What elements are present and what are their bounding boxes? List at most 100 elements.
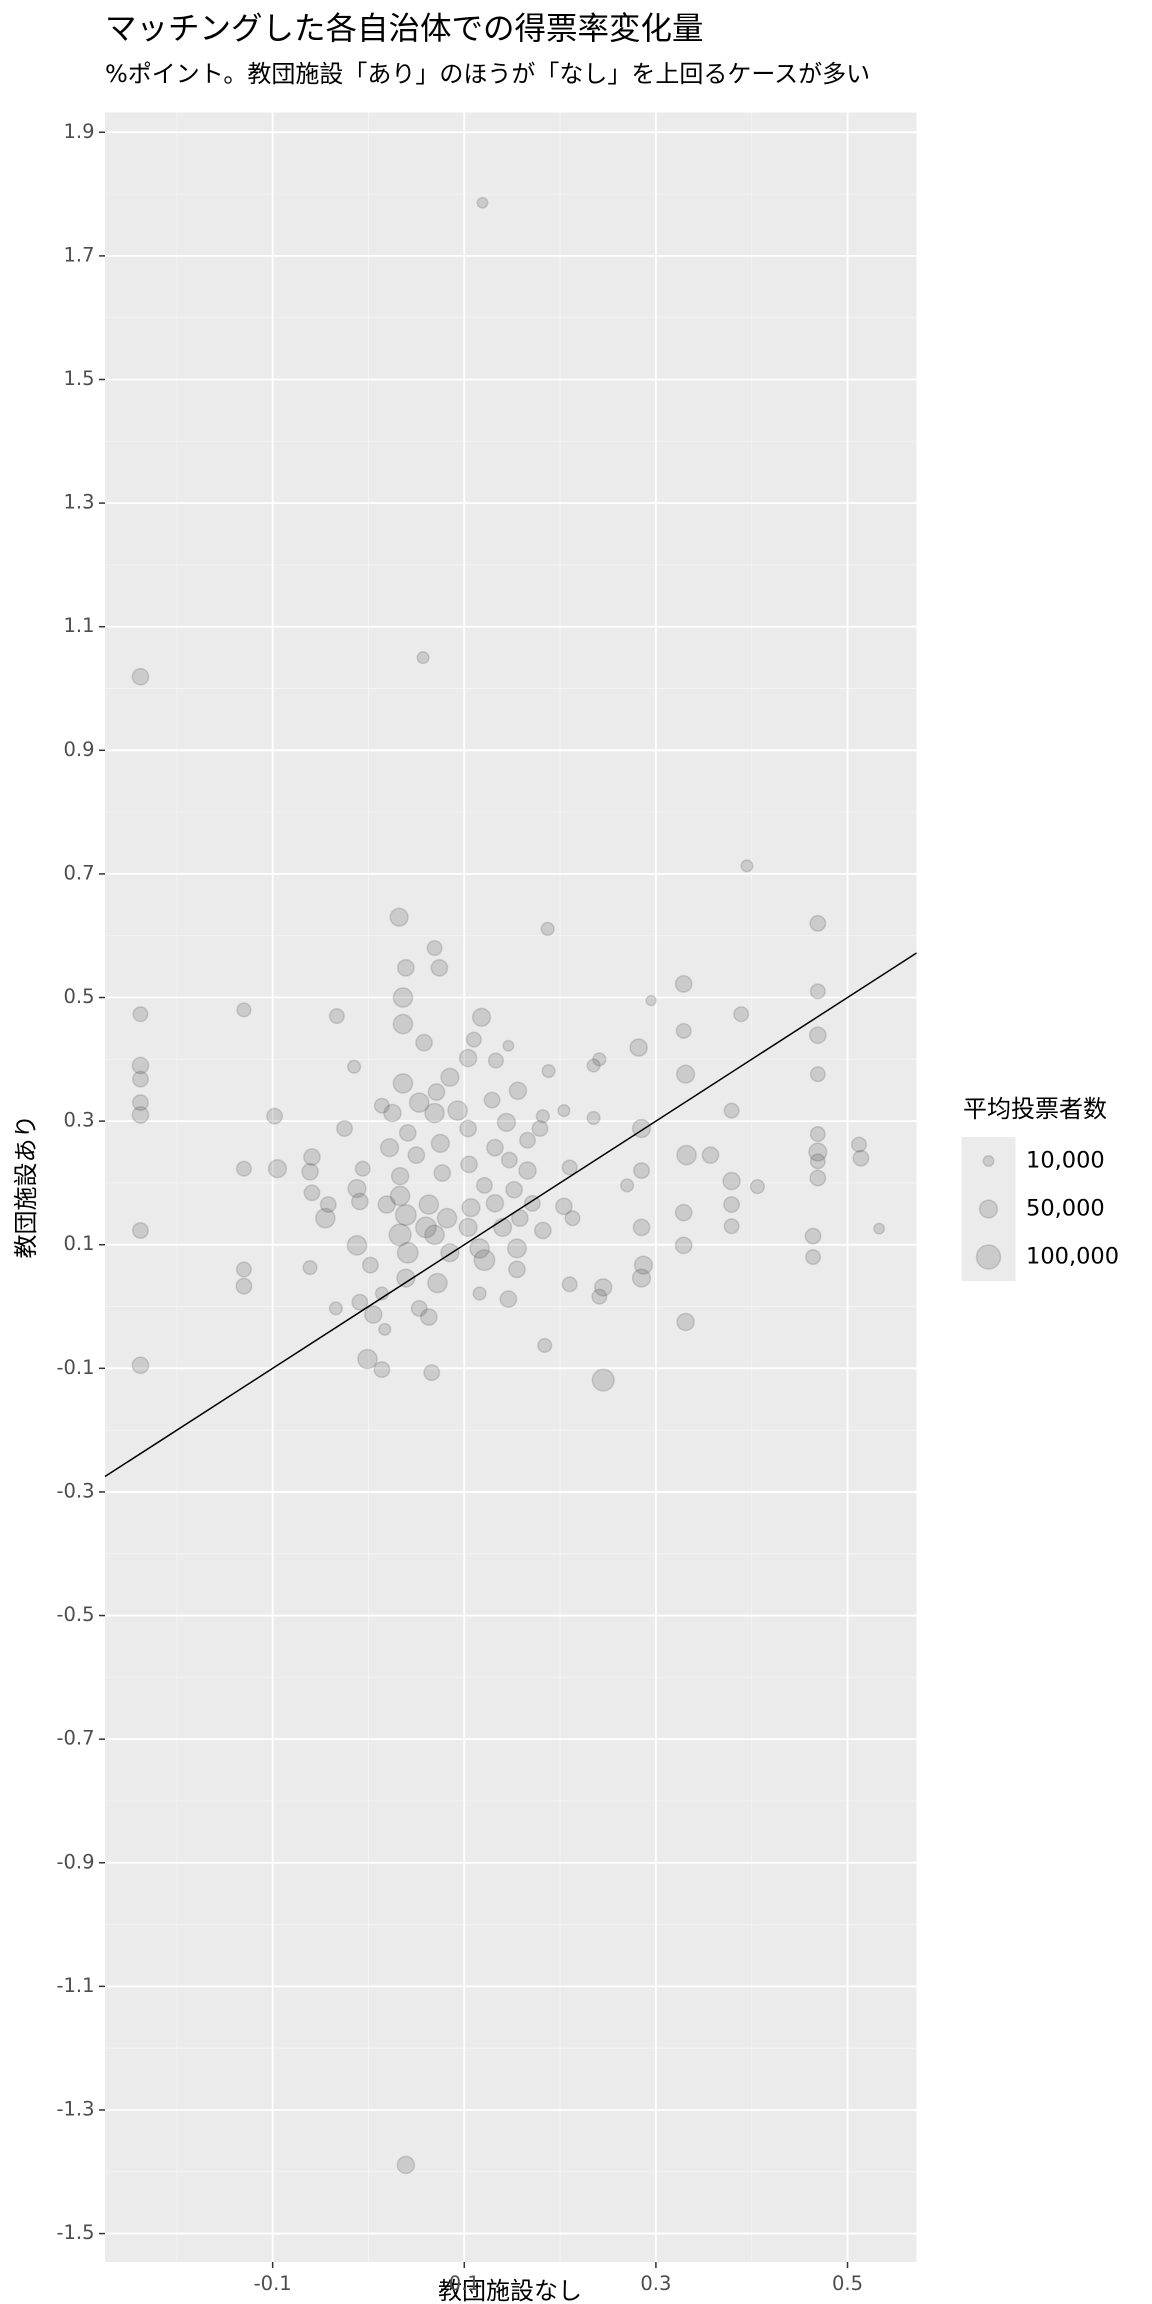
point <box>537 1337 553 1354</box>
legend-label: 10,000 <box>1026 1148 1105 1174</box>
point <box>701 1146 720 1165</box>
point <box>723 1196 741 1214</box>
point <box>502 1039 515 1052</box>
point <box>235 1277 253 1295</box>
point <box>486 1138 504 1157</box>
point <box>398 1123 417 1142</box>
legend-key <box>978 1199 999 1219</box>
point <box>675 1022 692 1039</box>
point <box>436 1207 458 1229</box>
point <box>723 1218 740 1235</box>
point <box>586 1058 601 1073</box>
y-tick-label: 1.7 <box>63 243 94 266</box>
point <box>523 1194 541 1212</box>
y-tick-label: 0.7 <box>63 861 94 884</box>
point <box>518 1161 537 1180</box>
legend-label: 50,000 <box>1026 1196 1105 1222</box>
point <box>733 1006 750 1023</box>
point <box>561 1159 578 1176</box>
point <box>676 1312 695 1332</box>
point <box>591 1368 615 1392</box>
point <box>315 1207 336 1229</box>
point <box>132 1006 149 1023</box>
point <box>396 1241 419 1264</box>
point <box>394 1204 417 1227</box>
point <box>586 1110 601 1126</box>
point <box>319 1196 337 1214</box>
point <box>407 1146 426 1165</box>
y-tick-label: 1.3 <box>63 491 94 514</box>
point <box>440 1243 460 1263</box>
point <box>354 1160 371 1177</box>
y-tick-label: -1.1 <box>56 1974 94 1997</box>
point <box>809 1126 826 1143</box>
point <box>408 1092 430 1113</box>
point <box>487 1052 504 1069</box>
point <box>500 1151 518 1169</box>
point <box>809 914 827 932</box>
point <box>564 1210 581 1227</box>
point <box>674 975 693 993</box>
point <box>510 1209 529 1228</box>
point <box>235 1160 252 1177</box>
y-tick-label: 0.9 <box>63 738 94 761</box>
point <box>430 958 449 977</box>
point <box>419 1308 438 1326</box>
point <box>508 1081 528 1101</box>
point <box>392 1073 414 1094</box>
point <box>505 1180 524 1199</box>
point <box>804 1227 822 1245</box>
point <box>392 987 414 1008</box>
point <box>383 1103 402 1123</box>
y-tick-label: 1.5 <box>63 367 94 390</box>
point <box>471 1007 492 1027</box>
point <box>379 1138 400 1158</box>
point <box>476 196 489 209</box>
point <box>266 1107 284 1125</box>
point <box>388 1223 412 1247</box>
point <box>804 1249 822 1266</box>
point <box>351 1293 369 1311</box>
point <box>459 1119 478 1138</box>
point <box>131 1222 149 1240</box>
point <box>469 1238 490 1259</box>
legend-key <box>982 1155 995 1167</box>
point <box>808 1026 827 1045</box>
x-tick-label: 0.1 <box>449 2272 480 2295</box>
point <box>749 1179 766 1195</box>
x-tick-label: 0.5 <box>832 2272 863 2295</box>
point <box>328 1007 345 1025</box>
point <box>389 907 409 927</box>
point <box>531 1120 549 1138</box>
legend-label: 100,000 <box>1026 1244 1119 1270</box>
y-tick-label: -1.3 <box>56 2097 94 2120</box>
point <box>378 1322 392 1336</box>
point <box>440 1067 460 1087</box>
x-tick-label: -0.1 <box>254 2272 292 2295</box>
y-tick-label: -0.5 <box>56 1603 94 1626</box>
point <box>427 1083 446 1101</box>
point <box>392 1013 414 1035</box>
point <box>473 1249 496 1272</box>
point <box>361 1256 379 1274</box>
point <box>302 1259 318 1276</box>
point <box>346 1234 368 1256</box>
x-tick-label: 0.3 <box>640 2272 671 2295</box>
point <box>675 1064 696 1084</box>
point <box>267 1159 288 1179</box>
y-tick-label: -1.5 <box>56 2221 94 2244</box>
point <box>346 1059 362 1074</box>
point <box>496 1112 517 1133</box>
point <box>472 1286 487 1301</box>
point <box>809 983 826 1000</box>
point <box>483 1091 501 1109</box>
y-tick-label: 0.1 <box>63 1232 94 1255</box>
point <box>357 1348 378 1370</box>
point <box>593 1278 613 1297</box>
panel <box>105 112 917 2262</box>
point <box>131 1094 149 1112</box>
y-tick-label: -0.1 <box>56 1356 94 1379</box>
point <box>350 1192 369 1211</box>
point <box>633 1255 654 1275</box>
